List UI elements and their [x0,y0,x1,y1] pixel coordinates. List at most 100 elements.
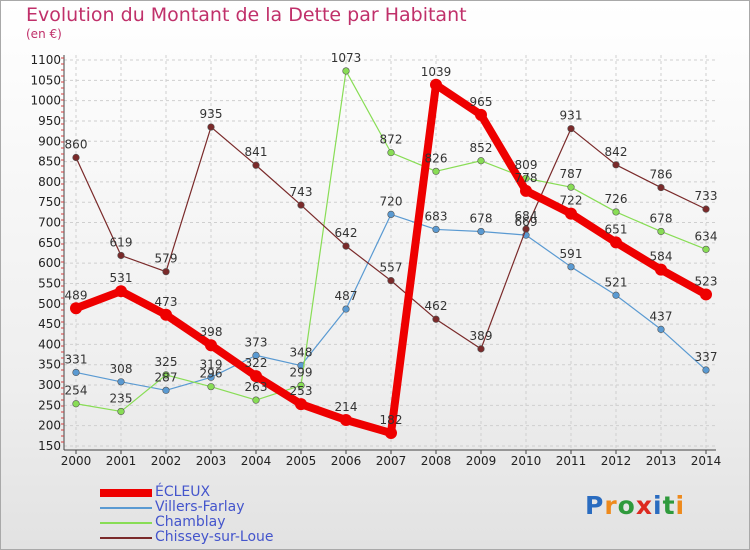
data-point [342,242,350,250]
data-label: 487 [335,289,358,303]
data-label: 253 [290,384,313,398]
data-label: 678 [650,211,673,225]
data-point [520,184,532,197]
legend-item: Villers-Farlay [100,499,350,516]
data-point [610,236,622,249]
legend-label: Chissey-sur-Loue [155,529,274,545]
y-tick-label: 150 [38,439,61,453]
data-point [160,308,172,321]
y-tick-label: 300 [38,378,61,392]
data-label: 684 [515,209,538,223]
x-tick-label: 2000 [61,454,92,468]
data-label: 842 [605,145,628,159]
data-point [567,183,575,191]
y-tick-label: 1050 [30,73,61,87]
y-tick-label: 500 [38,297,61,311]
data-point [702,366,710,374]
logo-letter: o [617,491,636,520]
data-label: 733 [695,189,718,203]
legend-swatch [100,507,152,509]
y-tick-label: 900 [38,134,61,148]
data-label: 778 [515,171,538,185]
data-point [340,413,352,426]
data-label: 841 [245,145,268,159]
data-label: 1039 [421,65,452,79]
x-tick-label: 2007 [376,454,407,468]
data-point [117,378,125,386]
y-tick-label: 650 [38,236,61,250]
data-point [567,263,575,271]
data-label: 235 [110,391,133,405]
data-point [385,426,397,439]
x-tick-label: 2004 [241,454,272,468]
chart-title: Evolution du Montant de la Dette par Hab… [26,4,467,26]
data-point [565,207,577,220]
data-point [432,315,440,323]
data-label: 287 [155,370,178,384]
series-group [70,67,712,439]
data-point [250,370,262,383]
data-point [702,205,710,213]
data-point [612,161,620,169]
data-label: 651 [605,222,628,236]
data-point [72,153,80,162]
data-point [252,161,260,169]
data-label: 489 [65,288,88,302]
data-label: 214 [335,400,358,414]
legend: ÉCLEUX Villers-Farlay Chamblay Chissey-sur-… [100,484,350,546]
logo-letter: r [604,491,618,520]
x-tick-label: 2003 [196,454,227,468]
y-tick-label: 950 [38,114,61,128]
data-label: 557 [380,261,403,275]
data-point [567,125,575,133]
data-point [342,305,350,313]
y-tick-label: 1100 [30,53,61,67]
data-point [117,407,125,416]
data-label: 348 [290,346,313,360]
data-point [387,210,395,218]
data-point [297,201,305,209]
data-label: 322 [245,356,268,370]
data-label: 299 [290,365,313,379]
data-label: 373 [245,335,268,349]
x-tick-label: 2010 [511,454,542,468]
data-point [430,78,442,91]
y-tick-label: 600 [38,256,61,270]
data-point [387,149,395,157]
legend-label: Chamblay [155,514,226,530]
x-tick-label: 2011 [556,454,587,468]
y-tick-label: 250 [38,398,61,412]
data-point [205,339,217,352]
data-point [702,245,710,253]
data-point [162,268,170,276]
y-tick-label: 1000 [30,94,61,108]
data-label: 182 [380,413,403,427]
data-point [522,225,530,233]
y-tick-label: 350 [38,358,61,372]
data-label: 325 [155,355,178,369]
data-label: 296 [200,367,223,381]
y-tick-label: 700 [38,216,61,230]
x-tick-label: 2006 [331,454,362,468]
data-label: 473 [155,295,178,309]
data-label: 591 [560,247,583,261]
data-label: 787 [560,167,583,181]
data-label: 263 [245,380,268,394]
legend-label: ÉCLEUX [155,484,211,500]
data-label: 462 [425,299,448,313]
data-label: 337 [695,350,718,364]
y-tick-label: 200 [38,419,61,433]
data-point [162,371,170,379]
data-point [70,302,82,315]
x-tick-label: 2014 [691,454,722,468]
data-point [612,291,620,299]
data-point [612,208,620,216]
axes: 150 200 250 300 350 400 450 500 550 600 650 700 750 8… [30,53,721,468]
data-label: 722 [560,194,583,208]
data-point [387,277,395,285]
data-label: 619 [110,235,133,249]
data-point [252,396,260,404]
data-label: 852 [470,141,493,155]
data-label: 584 [650,250,673,264]
data-point [207,383,215,391]
